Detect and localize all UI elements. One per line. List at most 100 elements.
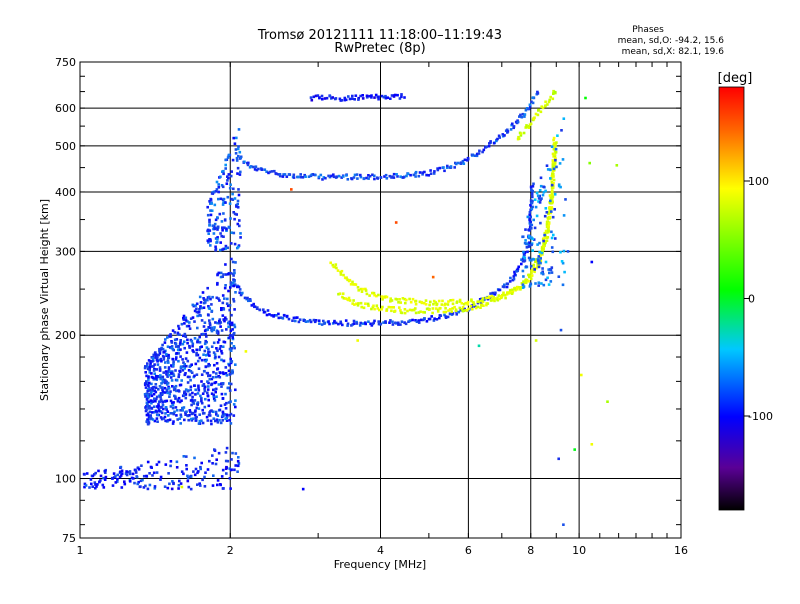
data-point <box>496 298 500 302</box>
data-point <box>270 170 274 173</box>
data-point <box>532 182 535 186</box>
data-point <box>178 370 182 373</box>
data-point <box>157 404 160 408</box>
data-point <box>530 243 533 247</box>
data-point <box>103 469 107 473</box>
data-point <box>490 294 494 298</box>
data-point <box>557 275 561 278</box>
data-point <box>99 474 103 478</box>
data-point <box>216 236 219 239</box>
data-point <box>357 289 360 292</box>
data-point <box>237 145 240 148</box>
data-point <box>211 224 215 227</box>
data-point <box>512 275 516 278</box>
data-point <box>550 145 554 148</box>
data-point <box>367 320 370 323</box>
data-point <box>552 136 556 140</box>
data-point <box>208 295 211 299</box>
data-point <box>497 294 501 297</box>
data-point <box>563 270 566 274</box>
data-point <box>221 275 224 278</box>
data-point <box>403 311 407 315</box>
data-point <box>332 175 336 179</box>
data-point <box>534 112 538 116</box>
data-point <box>203 405 207 409</box>
data-point <box>227 325 230 329</box>
data-point <box>498 297 501 301</box>
data-point <box>531 249 534 252</box>
data-point <box>510 292 514 295</box>
data-point <box>314 173 317 177</box>
data-point <box>227 173 231 176</box>
data-point <box>101 483 105 487</box>
data-point <box>209 297 212 301</box>
data-point <box>165 352 168 356</box>
data-point <box>210 345 214 348</box>
data-point <box>229 372 232 376</box>
data-point <box>384 173 388 177</box>
data-point <box>219 483 222 487</box>
data-point <box>557 183 561 186</box>
phases-mean-o: mean, sd,O: -94.2, 15.6 <box>618 36 725 46</box>
data-point <box>292 176 296 179</box>
data-point <box>529 215 532 219</box>
data-point <box>200 399 203 403</box>
data-point <box>155 410 158 413</box>
data-point <box>151 400 155 403</box>
data-point <box>215 347 218 350</box>
data-point <box>248 298 252 301</box>
data-point <box>228 308 231 312</box>
data-point <box>519 113 522 117</box>
data-point <box>142 486 146 489</box>
data-point <box>199 346 202 349</box>
data-point <box>442 166 445 169</box>
data-point <box>234 399 237 402</box>
data-point <box>231 328 234 331</box>
data-point <box>389 306 393 309</box>
data-point <box>149 360 152 363</box>
data-point <box>432 299 436 303</box>
data-point <box>537 109 540 112</box>
data-point <box>534 260 537 263</box>
data-point <box>396 175 399 178</box>
data-point <box>174 342 178 346</box>
data-point <box>218 299 221 302</box>
data-point <box>384 96 388 100</box>
data-point <box>217 338 221 342</box>
data-point <box>186 338 189 342</box>
data-point <box>224 263 227 266</box>
data-point <box>458 306 462 310</box>
data-point <box>528 103 532 107</box>
data-point <box>555 141 558 144</box>
data-point <box>403 321 406 324</box>
data-point <box>414 319 417 322</box>
data-point <box>94 483 97 486</box>
data-point <box>203 389 207 393</box>
data-point <box>528 243 531 247</box>
data-point <box>205 415 209 419</box>
data-point <box>268 170 272 174</box>
data-point <box>155 417 159 420</box>
data-point <box>180 470 184 473</box>
data-point <box>532 218 535 222</box>
data-point <box>544 229 548 233</box>
data-point <box>191 391 194 395</box>
data-point <box>225 472 228 475</box>
data-point <box>182 318 186 321</box>
data-point <box>230 321 234 325</box>
data-point <box>346 178 350 181</box>
data-point <box>321 97 324 101</box>
data-point <box>172 372 175 376</box>
data-point <box>146 413 149 417</box>
data-point <box>169 464 172 468</box>
data-point <box>384 320 387 323</box>
data-point <box>549 268 552 271</box>
data-point <box>532 258 536 261</box>
data-point <box>237 188 240 191</box>
data-point <box>537 265 541 269</box>
data-point <box>216 414 220 417</box>
data-point <box>354 283 358 286</box>
data-point <box>103 478 107 481</box>
data-point <box>533 226 537 230</box>
data-point <box>217 297 220 300</box>
